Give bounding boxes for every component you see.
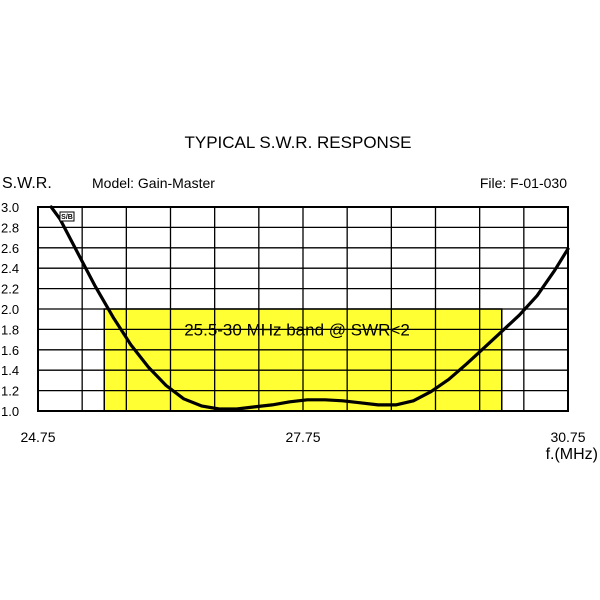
x-tick-labels: 24.75 27.75 30.75 [20,429,585,445]
y-tick-label: 2.6 [1,241,19,256]
y-tick-labels: 1.0 1.2 1.4 1.6 1.8 2.0 2.2 2.4 2.6 2.8 3.0 [1,200,19,419]
y-tick-label: 2.4 [1,261,19,276]
y-axis-label: S.W.R. [2,175,52,192]
y-tick-label: 1.0 [1,404,19,419]
y-tick-label: 1.4 [1,363,19,378]
swr-curve [49,205,570,411]
y-tick-label: 2.2 [1,282,19,297]
chart-title: TYPICAL S.W.R. RESPONSE [184,133,411,152]
x-tick-label: 30.75 [550,429,585,445]
y-tick-label: 2.0 [1,302,19,317]
x-tick-label: 27.75 [285,429,320,445]
file-label: File: F-01-030 [480,175,567,191]
model-label: Model: Gain-Master [92,175,215,191]
y-tick-label: 3.0 [1,200,19,215]
x-axis-label: f.(MHz) [546,446,598,463]
y-tick-label: 1.8 [1,322,19,337]
logo-text: S/B [61,214,73,221]
plot-frame [37,206,569,412]
series-layer [49,205,570,411]
y-tick-label: 2.8 [1,220,19,235]
y-tick-label: 1.2 [1,384,19,399]
x-tick-label: 24.75 [20,429,55,445]
y-tick-label: 1.6 [1,343,19,358]
highlight-band-label: 25.5-30 MHz band @ SWR<2 [184,320,410,339]
logo-badge: S/B [59,211,75,222]
